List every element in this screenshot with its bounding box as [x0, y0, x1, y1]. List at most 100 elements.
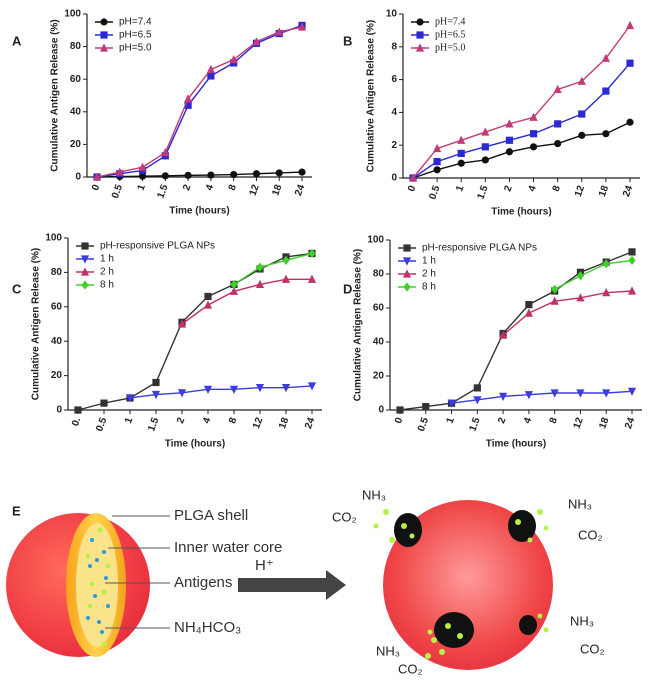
marker [151, 390, 161, 400]
x-tick-label: 0.5 [110, 183, 125, 200]
marker [625, 20, 635, 30]
y-tick-label: 0 [391, 173, 397, 184]
marker [252, 170, 261, 178]
legend-label: 8 h [422, 282, 436, 293]
marker [578, 131, 586, 139]
marker [499, 392, 508, 401]
series-line [77, 252, 313, 411]
antigen-dots [85, 527, 111, 647]
marker [415, 43, 425, 52]
marker [206, 64, 215, 74]
marker [578, 110, 586, 118]
marker [577, 76, 586, 85]
marker [422, 403, 430, 411]
diagram: E PLGA shell Inner water core Antigens N… [6, 487, 605, 676]
x-tick-label: 8 [227, 416, 239, 425]
x-tick-label: 8 [227, 183, 239, 192]
legend-entry: pH=5.0 [95, 43, 152, 54]
marker [602, 130, 610, 138]
y-tick-label: 40 [373, 337, 385, 348]
x-axis-title: Time (hours) [486, 439, 546, 450]
marker [80, 255, 90, 264]
legend-label: 2 h [100, 267, 114, 278]
y-axis-title: Cumulative Antigen Release (%) [31, 248, 42, 400]
y-axis-title: Cumulative Antigen Release (%) [50, 19, 61, 171]
x-tick-label: 0 [90, 183, 102, 192]
x-tick-label: 0.5 [416, 416, 431, 433]
marker [152, 378, 160, 387]
marker [602, 288, 611, 297]
x-tick-label: 12 [251, 416, 265, 431]
legend-label: pH=7.4 [435, 16, 465, 27]
legend-label: pH=6.5 [119, 30, 152, 41]
marker [627, 387, 637, 396]
x-tick-label: 2 [175, 416, 187, 425]
marker [433, 143, 442, 153]
marker [92, 172, 102, 181]
x-tick-label: 1.5 [156, 183, 171, 200]
marker [524, 391, 533, 400]
x-tick-label: 0 [406, 184, 418, 193]
marker [628, 255, 636, 265]
marker [529, 143, 538, 151]
panel-label: D [343, 281, 352, 296]
marker [554, 120, 562, 128]
legend-entry: pH=7.4 [95, 17, 152, 28]
marker [433, 166, 441, 174]
marker [628, 248, 636, 256]
marker [229, 55, 238, 64]
y-tick-label: 100 [367, 235, 384, 246]
marker [576, 389, 585, 398]
marker [403, 282, 411, 292]
y-tick-label: 8 [391, 41, 397, 52]
panel-label: A [12, 33, 22, 48]
marker [550, 296, 559, 305]
x-tick-label: 24 [623, 416, 637, 431]
series-line [96, 171, 303, 178]
legend-entry: 1 h [76, 254, 114, 265]
panel-label: E [12, 503, 21, 518]
marker [177, 389, 187, 398]
marker [229, 385, 239, 394]
marker [576, 271, 585, 281]
legend-entry: pH-responsive PLGA NPs [76, 241, 215, 252]
y-axis-title: Cumulative Antigen Release (%) [366, 20, 377, 172]
marker [138, 162, 147, 171]
y-tick-label: 100 [64, 9, 81, 20]
x-tick-label: 8 [548, 416, 560, 425]
marker [554, 139, 562, 148]
x-tick-label: 4 [204, 183, 216, 192]
legend-label: 2 h [422, 269, 436, 280]
pores [394, 510, 537, 648]
marker [627, 286, 637, 295]
marker [100, 31, 108, 39]
marker [161, 147, 170, 157]
marker [184, 94, 193, 103]
marker [80, 267, 90, 276]
series-line [412, 25, 631, 179]
y-tick-label: 20 [70, 139, 82, 150]
y-tick-label: 100 [45, 233, 62, 244]
marker [207, 171, 215, 179]
x-tick-label: 0 [393, 416, 405, 425]
legend-label: 8 h [100, 280, 114, 291]
series-line [412, 62, 631, 179]
legend-entry: pH=7.4 [411, 16, 465, 27]
x-axis-title: Time (hours) [491, 207, 551, 218]
marker [447, 399, 456, 408]
marker [230, 279, 238, 290]
marker [282, 255, 290, 265]
x-tick-label: 12 [573, 184, 587, 199]
gas-label: CO₂ [332, 509, 357, 524]
panel-label: C [12, 281, 22, 296]
salt-dots [86, 538, 110, 634]
legend-entry: pH=5.0 [411, 42, 465, 53]
marker [602, 87, 610, 95]
y-tick-label: 60 [51, 301, 63, 312]
legend-entry: 8 h [76, 280, 114, 291]
series-line [96, 24, 303, 178]
x-tick-label: 24 [621, 184, 635, 199]
x-tick-label: 24 [303, 416, 317, 431]
marker [553, 84, 562, 94]
